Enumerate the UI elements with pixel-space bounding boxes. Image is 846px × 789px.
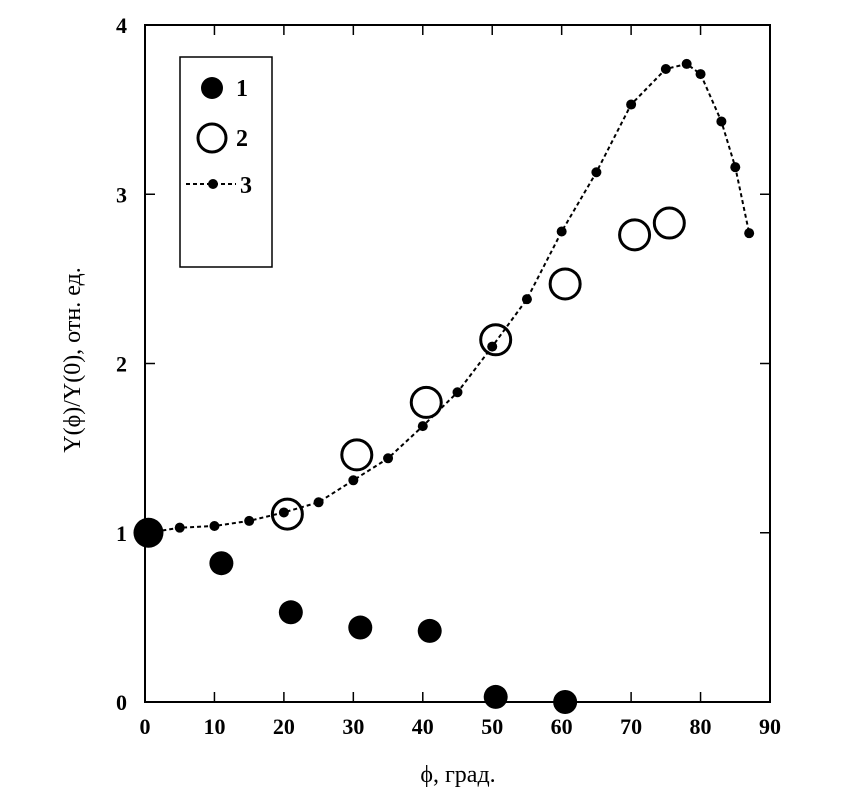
series-3-point <box>174 522 185 533</box>
y-axis-ticks: 0 1 2 3 4 <box>116 13 770 715</box>
series-2-point <box>409 385 443 419</box>
series-3-point <box>383 453 394 464</box>
x-tick-label: 40 <box>412 714 434 739</box>
x-tick-label: 0 <box>140 714 151 739</box>
legend: 1 2 3 <box>179 56 273 268</box>
series-1-point <box>417 618 442 643</box>
series-3-point <box>348 475 359 486</box>
legend-label-2: 2 <box>236 126 248 152</box>
x-tick-label: 30 <box>342 714 364 739</box>
legend-marker-2 <box>196 122 228 154</box>
x-tick-label: 70 <box>620 714 642 739</box>
series-2-point <box>340 438 374 472</box>
x-axis-title: ϕ, град. <box>420 762 495 788</box>
series-2-point <box>548 267 582 301</box>
y-tick-label: 0 <box>116 690 127 715</box>
series-2-point <box>479 323 513 357</box>
series-3-point <box>209 520 220 531</box>
series-3-point <box>244 515 255 526</box>
y-tick-label: 3 <box>116 182 127 207</box>
series-3-point <box>313 497 324 508</box>
series-3-point <box>521 294 532 305</box>
y-axis-title: Y(ϕ)/Y(0), отн. ед. <box>60 267 86 453</box>
series-3-point <box>487 341 498 352</box>
x-tick-label: 90 <box>759 714 781 739</box>
y-tick-label: 4 <box>116 13 127 38</box>
series-3-point <box>681 58 692 69</box>
series-3-point <box>716 116 727 127</box>
legend-marker-1 <box>201 77 223 99</box>
y-tick-label: 1 <box>116 521 127 546</box>
series-3-point <box>730 162 741 173</box>
series-3-point <box>744 228 755 239</box>
series-3-point <box>660 64 671 75</box>
series-3-point <box>591 167 602 178</box>
series-3-point <box>278 507 289 518</box>
x-tick-label: 10 <box>203 714 225 739</box>
series-1-point <box>209 551 234 576</box>
series-3-point <box>417 421 428 432</box>
series-1-point <box>278 600 303 625</box>
legend-box <box>179 56 273 268</box>
series-1-point <box>348 615 373 640</box>
x-tick-label: 80 <box>690 714 712 739</box>
series-1-point <box>133 517 164 548</box>
legend-label-3: 3 <box>240 173 252 199</box>
series-2-point <box>652 206 686 240</box>
series-3-points <box>143 58 755 538</box>
x-tick-label: 20 <box>273 714 295 739</box>
series-2-point <box>618 218 652 252</box>
series-1-point <box>553 690 578 714</box>
series-2-points <box>270 206 686 531</box>
series-1-point <box>483 684 508 709</box>
series-3-point <box>452 387 463 398</box>
x-tick-label: 50 <box>481 714 503 739</box>
y-tick-label: 2 <box>116 352 127 377</box>
series-1-points <box>133 517 578 714</box>
legend-label-1: 1 <box>236 76 248 102</box>
x-tick-label: 60 <box>551 714 573 739</box>
series-2-point <box>270 497 304 531</box>
series-3-point <box>695 69 706 80</box>
series-3-point <box>556 226 567 237</box>
legend-marker-3 <box>208 179 218 189</box>
series-3-point <box>626 99 637 110</box>
